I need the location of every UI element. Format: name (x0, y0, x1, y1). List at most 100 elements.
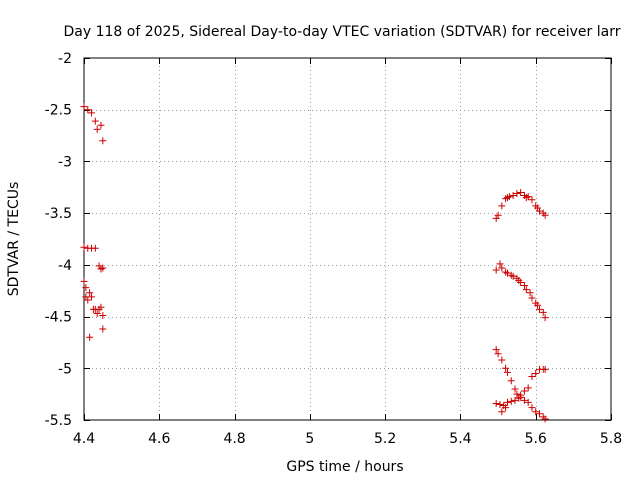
data-point-plus (80, 277, 88, 285)
data-point-plus (541, 314, 549, 322)
series-late-3 (492, 346, 549, 423)
x-axis-label: GPS time / hours (286, 459, 403, 475)
data-point-plus (541, 415, 549, 423)
data-point-plus (492, 346, 500, 354)
data-point-plus (498, 408, 506, 416)
data-point-plus (539, 308, 547, 316)
x-tick-label: 5.4 (449, 431, 471, 447)
data-point-plus (524, 398, 532, 406)
data-point-plus (496, 260, 504, 268)
data-point-plus (82, 284, 90, 292)
x-tick-label: 4.6 (148, 431, 170, 447)
data-point-plus (88, 109, 96, 117)
data-point-plus (535, 305, 543, 313)
data-point-plus (502, 404, 510, 412)
data-point-plus (517, 278, 525, 286)
data-point-plus (99, 264, 107, 272)
data-point-plus (99, 312, 107, 320)
data-point-plus (513, 390, 521, 398)
data-point-plus (86, 289, 94, 297)
y-tick-label: -5 (58, 361, 72, 377)
data-point-plus (528, 373, 536, 381)
data-point-plus (535, 207, 543, 215)
data-point-plus (80, 243, 88, 251)
data-point-plus (505, 193, 513, 201)
series-early-mid (80, 243, 107, 273)
grid (84, 58, 611, 420)
data-point-plus (526, 289, 534, 297)
chart-title: Day 118 of 2025, Sidereal Day-to-day VTE… (64, 24, 621, 40)
data-point-plus (97, 303, 105, 311)
data-point-plus (541, 365, 549, 373)
data-point-plus (492, 399, 500, 407)
data-point-plus (535, 410, 543, 418)
y-tick-label: -4.5 (45, 310, 72, 326)
series-late-5 (498, 404, 510, 416)
data-point-plus (80, 103, 88, 111)
data-point-plus (99, 137, 107, 145)
x-tick-label: 5 (305, 431, 314, 447)
y-tick-label: -3 (58, 154, 72, 170)
x-tick-label: 5.6 (525, 431, 547, 447)
data-point-plus (520, 282, 528, 290)
data-point-plus (503, 269, 511, 277)
data-point-plus (528, 196, 536, 204)
data-point-plus (498, 264, 506, 272)
series-late-2 (492, 260, 549, 322)
data-point-plus (494, 211, 502, 219)
y-axis-label: SDTVAR / TECUs (6, 182, 22, 297)
data-point-plus (522, 286, 530, 294)
data-point-plus (517, 188, 525, 196)
data-point-plus (507, 377, 515, 385)
series-late-4 (492, 365, 549, 410)
data-points (80, 103, 549, 423)
data-point-plus (84, 106, 92, 114)
data-point-plus (528, 404, 536, 412)
series-early-top (80, 103, 107, 145)
x-tick-label: 4.8 (223, 431, 245, 447)
x-tick-label: 5.8 (600, 431, 622, 447)
data-point-plus (520, 387, 528, 395)
axis-ticks (84, 58, 612, 421)
data-point-plus (99, 325, 107, 333)
data-point-plus (492, 214, 500, 222)
data-point-plus (97, 265, 105, 273)
data-point-plus (84, 296, 92, 304)
data-point-plus (91, 244, 99, 252)
series-late-1 (492, 188, 549, 222)
data-point-plus (88, 293, 96, 301)
data-point-plus (86, 333, 94, 341)
x-tick-label: 4.4 (73, 431, 95, 447)
y-tick-label: -5.5 (45, 413, 72, 429)
data-point-plus (97, 121, 105, 129)
data-point-plus (494, 350, 502, 358)
data-point-plus (91, 117, 99, 125)
data-point-plus (509, 272, 517, 280)
data-point-plus (528, 294, 536, 302)
plot-frame (83, 57, 612, 421)
data-point-plus (520, 396, 528, 404)
y-tick-label: -2.5 (45, 103, 72, 119)
data-point-plus (507, 397, 515, 405)
data-point-plus (524, 384, 532, 392)
data-point-plus (503, 368, 511, 376)
y-tick-label: -4 (58, 258, 72, 274)
data-point-plus (498, 356, 506, 364)
data-point-plus (532, 369, 540, 377)
data-point-plus (502, 364, 510, 372)
x-tick-label: 5.2 (374, 431, 396, 447)
y-tick-labels: -2 -2.5 -3 -3.5 -4 -4.5 -5 -5.5 (45, 51, 72, 429)
data-point-plus (513, 189, 521, 197)
data-point-plus (502, 268, 510, 276)
y-tick-label: -3.5 (45, 206, 72, 222)
data-point-plus (511, 385, 519, 393)
data-point-plus (93, 309, 101, 317)
data-point-plus (93, 125, 101, 133)
data-point-plus (496, 400, 504, 408)
series-early-low (80, 277, 107, 341)
y-tick-label: -2 (58, 51, 72, 67)
data-point-plus (532, 408, 540, 416)
data-point-plus (524, 193, 532, 201)
data-point-plus (541, 211, 549, 219)
